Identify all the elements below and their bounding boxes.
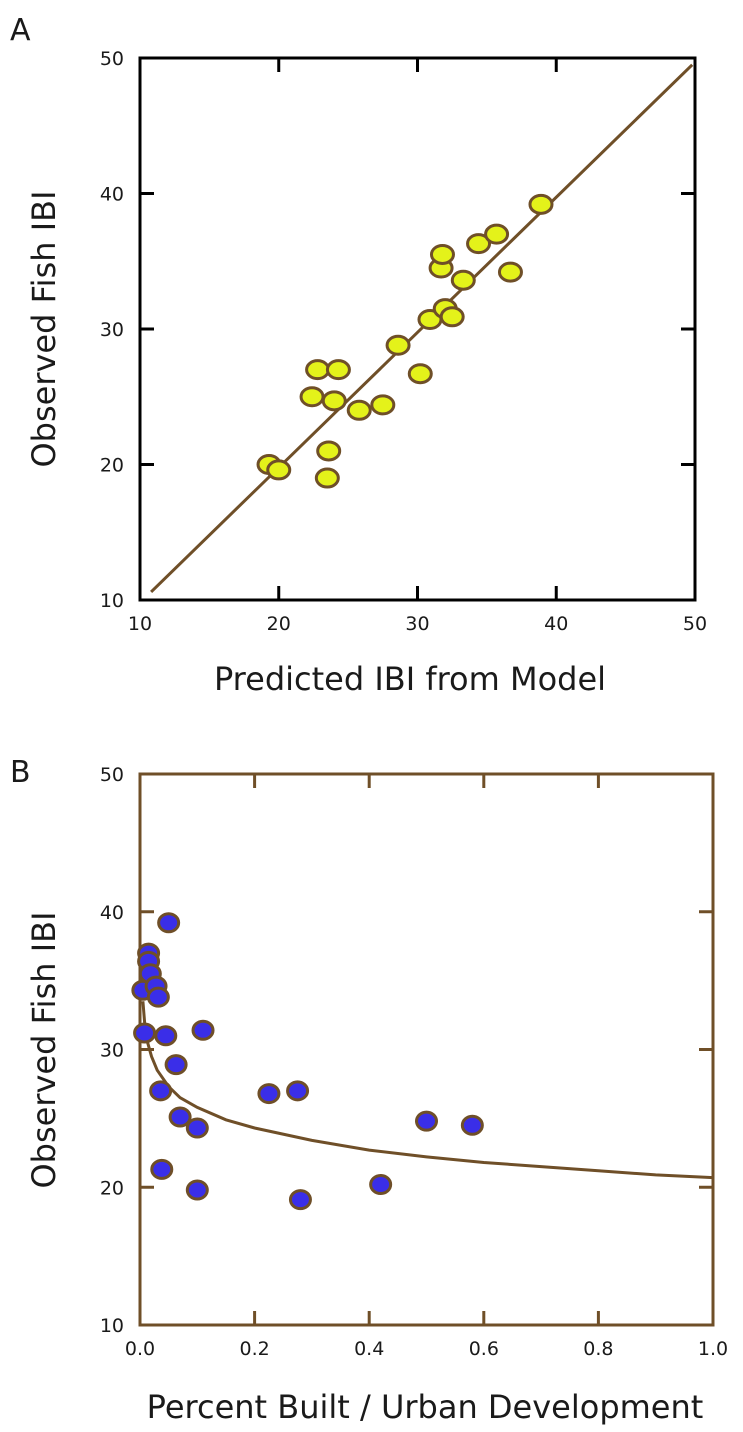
data-point [346, 399, 372, 421]
panel-a-y-tick-labels: 10 20 30 40 50 [100, 48, 124, 612]
data-point [146, 986, 170, 1008]
x-tick-label: 0.2 [239, 1338, 269, 1360]
x-tick-label: 0.8 [583, 1338, 613, 1360]
data-point [407, 363, 433, 385]
panel-b-x-axis-title: Percent Built / Urban Development [147, 1388, 704, 1426]
data-point [497, 261, 523, 283]
panel-b: B 0.0 0.2 0.4 0.6 0.8 1.0 10 20 30 40 50 Percent … [10, 755, 728, 1426]
panel-a-x-tick-labels: 10 20 30 40 50 [128, 613, 707, 635]
y-tick-label: 30 [100, 319, 124, 341]
data-point [466, 233, 492, 255]
data-point [150, 1158, 174, 1180]
panel-a-points [256, 193, 554, 489]
data-point [133, 1022, 157, 1044]
y-tick-label: 20 [100, 1177, 124, 1199]
data-point [484, 223, 510, 245]
x-tick-label: 0.0 [125, 1338, 155, 1360]
data-point [415, 1110, 438, 1132]
data-point [370, 394, 396, 416]
panel-a-x-axis-title: Predicted IBI from Model [214, 660, 606, 698]
x-tick-label: 30 [405, 613, 429, 635]
y-tick-label: 30 [100, 1040, 124, 1062]
data-point [528, 193, 554, 215]
data-point [157, 912, 181, 934]
panel-b-ticks [140, 774, 713, 1325]
y-tick-label: 10 [100, 1315, 124, 1337]
data-point [439, 306, 465, 328]
data-point [257, 1083, 281, 1105]
data-point [185, 1117, 209, 1139]
data-point [314, 467, 340, 489]
y-tick-label: 40 [100, 184, 124, 206]
data-point [460, 1114, 484, 1136]
data-point [385, 334, 411, 356]
y-tick-label: 10 [100, 590, 124, 612]
panel-b-x-tick-labels: 0.0 0.2 0.4 0.6 0.8 1.0 [125, 1338, 728, 1360]
data-point [154, 1025, 178, 1047]
x-tick-label: 1.0 [698, 1338, 728, 1360]
x-tick-label: 50 [683, 613, 707, 635]
panel-a-letter: A [10, 13, 31, 48]
panel-a-ticks [140, 58, 695, 600]
panel-a: A 10 20 30 40 50 10 20 30 40 50 Predicted IBI fr… [10, 13, 707, 698]
data-point [288, 1189, 312, 1211]
x-tick-label: 0.4 [354, 1338, 384, 1360]
data-point [450, 269, 476, 291]
x-tick-label: 10 [128, 613, 152, 635]
data-point [191, 1019, 215, 1041]
x-tick-label: 20 [267, 613, 291, 635]
data-point [185, 1179, 209, 1201]
data-point [305, 359, 331, 381]
x-tick-label: 40 [544, 613, 568, 635]
data-point [149, 1080, 173, 1102]
panel-b-plot-frame [138, 772, 715, 1327]
panel-b-letter: B [10, 755, 31, 790]
y-tick-label: 40 [100, 902, 124, 924]
panel-a-plot-frame [138, 56, 697, 602]
panel-b-points [131, 912, 484, 1211]
panel-a-y-axis-title: Observed Fish IBI [25, 190, 63, 467]
x-tick-label: 0.6 [469, 1338, 499, 1360]
panel-b-y-axis-title: Observed Fish IBI [25, 911, 63, 1188]
panel-b-y-tick-labels: 10 20 30 40 50 [100, 764, 124, 1337]
panel-a-fit-line [150, 63, 694, 593]
panel-b-fit-curve [141, 1001, 714, 1180]
data-point [168, 1106, 192, 1128]
y-tick-label: 20 [100, 455, 124, 477]
data-point [369, 1173, 393, 1195]
data-point [286, 1080, 310, 1102]
data-point [321, 390, 347, 412]
data-point [325, 359, 351, 381]
data-point [316, 440, 342, 462]
data-point [299, 386, 325, 408]
y-tick-label: 50 [100, 48, 124, 70]
data-point [429, 243, 455, 265]
data-point [164, 1054, 188, 1076]
y-tick-label: 50 [100, 764, 124, 786]
data-point [266, 459, 292, 481]
